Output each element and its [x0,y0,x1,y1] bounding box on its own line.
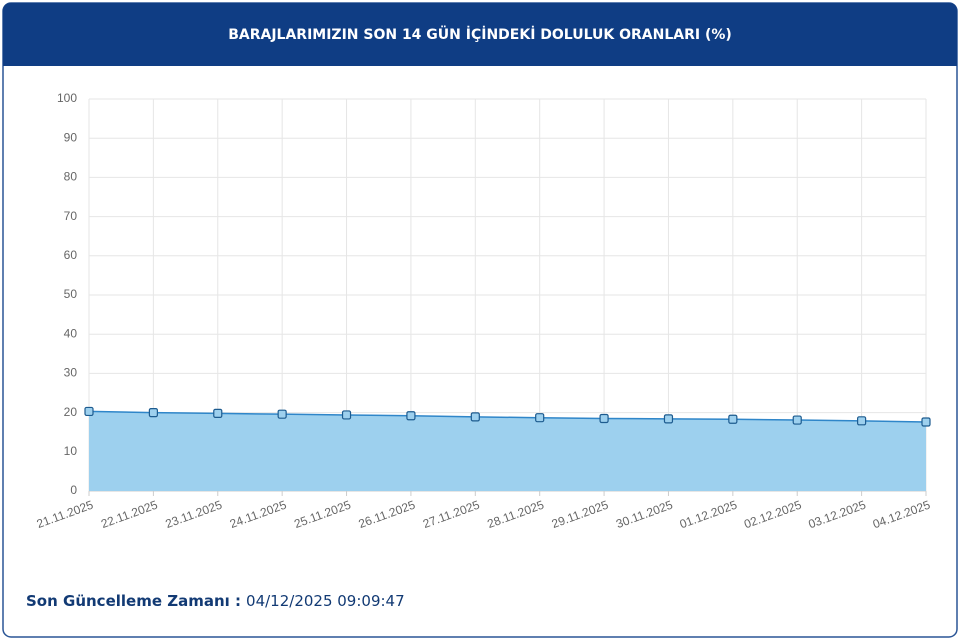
area [89,411,926,491]
y-tick-label: 0 [70,483,77,497]
y-tick-label: 80 [64,170,78,184]
marker [792,415,802,425]
line [88,410,927,423]
y-tick-label: 50 [64,287,78,301]
y-tick-label: 40 [64,326,78,340]
header-bar [3,3,957,66]
marker [406,411,416,421]
footer-value: 04/12/2025 09:09:47 [246,592,405,610]
y-tick-label: 90 [64,130,78,144]
marker [277,409,287,419]
y-tick-label: 20 [64,405,78,419]
marker [921,417,931,427]
y-tick-label: 10 [64,444,78,458]
marker [148,408,158,418]
marker [470,412,480,422]
y-tick-label: 70 [64,209,78,223]
y-tick-label: 60 [64,248,78,262]
marker [535,413,545,423]
footer-label: Son Güncelleme Zamanı : [26,592,241,610]
marker [341,410,352,420]
marker [599,413,609,424]
marker [728,414,738,424]
marker [857,416,867,426]
y-tick-label: 100 [57,91,77,105]
marker [663,414,674,424]
marker [84,406,94,417]
chart-title: BARAJLARIMIZIN SON 14 GÜN İÇİNDEKİ DOLUL… [228,25,732,43]
footer: Son Güncelleme Zamanı : 04/12/2025 09:09:… [26,592,405,610]
marker [213,408,223,418]
y-tick-label: 30 [64,366,78,380]
